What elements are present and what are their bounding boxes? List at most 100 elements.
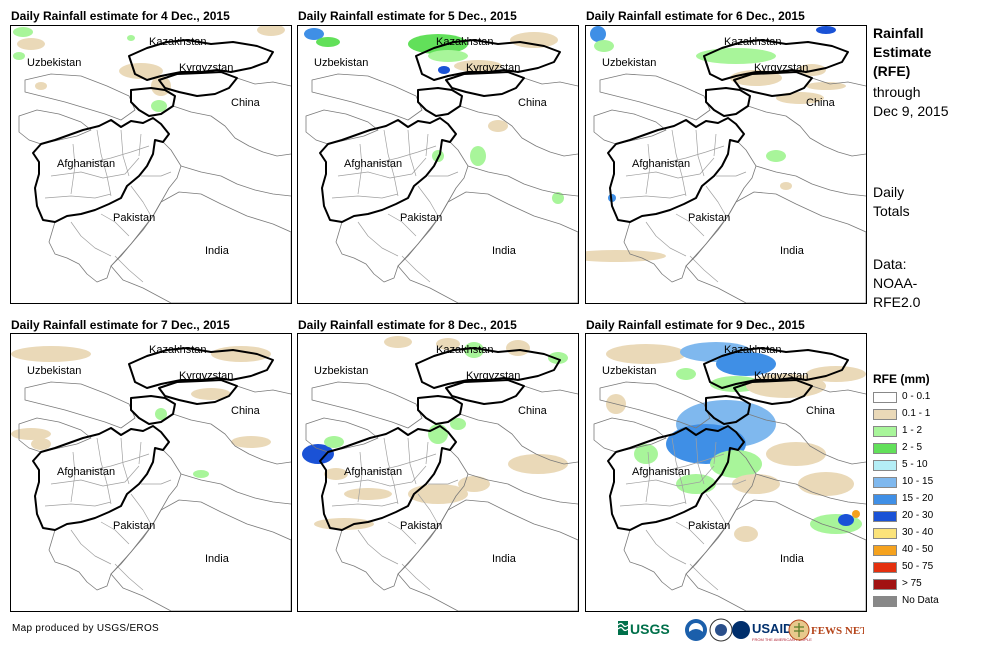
- india-border: [397, 499, 578, 611]
- rainfall-patch: [470, 146, 486, 166]
- afghanistan-border: [32, 117, 170, 223]
- place-label-india: India: [780, 245, 805, 257]
- province-borders: [44, 437, 172, 591]
- panel-title-3: Daily Rainfall estimate for 6 Dec., 2015: [586, 9, 805, 23]
- india-border: [397, 191, 578, 303]
- rainfall-patch: [806, 82, 846, 90]
- turkmenistan-border: [593, 109, 667, 145]
- place-label-kazakhstan: Kazakhstan: [724, 36, 781, 48]
- rainfall-patch: [11, 346, 91, 362]
- place-label-uzbekistan: Uzbekistan: [602, 57, 656, 69]
- tajikistan-border: [417, 87, 463, 117]
- uzbekistan-border: [24, 73, 136, 121]
- place-label-afghanistan: Afghanistan: [632, 466, 690, 478]
- place-label-pakistan: Pakistan: [688, 520, 730, 532]
- afghanistan-border: [319, 425, 457, 531]
- place-label-india: India: [492, 553, 517, 565]
- usaid-logo-text: USAID: [752, 621, 792, 636]
- place-label-india: India: [492, 245, 517, 257]
- side-through: through Dec 9, 2015: [873, 83, 949, 121]
- china-border: [747, 77, 866, 197]
- legend-swatch: [873, 579, 897, 590]
- rainfall-patch: [806, 366, 866, 382]
- place-label-afghanistan: Afghanistan: [344, 158, 402, 170]
- rainfall-patch: [590, 26, 606, 42]
- side-daily: Daily: [873, 184, 905, 200]
- place-label-uzbekistan: Uzbekistan: [27, 57, 81, 69]
- tajikistan-border: [417, 395, 463, 425]
- rainfall-patch: [454, 60, 502, 72]
- map-panel-6: Kazakhstan Uzbekistan Kyrgyzstan China Afgha…: [585, 333, 867, 612]
- usgs-logo: USGS: [617, 621, 670, 637]
- rainfall-patch: [316, 37, 340, 47]
- fewsnet-logo: FEWS NET: [788, 619, 868, 641]
- place-label-uzbekistan: Uzbekistan: [314, 365, 368, 377]
- rainfall-patch: [428, 50, 468, 62]
- legend-swatch: [873, 477, 897, 488]
- legend-label: 20 - 30: [902, 510, 934, 521]
- rainfall-patch: [510, 32, 558, 48]
- kyrgyzstan-border: [445, 379, 525, 405]
- place-label-uzbekistan: Uzbekistan: [27, 365, 81, 377]
- rainfall-patch: [676, 368, 696, 380]
- afghanistan-border: [319, 117, 457, 223]
- map-panel-5: Kazakhstan Uzbekistan Kyrgyzstan China Afgha…: [297, 333, 579, 612]
- place-label-china: China: [518, 405, 548, 417]
- rainfall-patch: [450, 418, 466, 430]
- fewsnet-logo-text: FEWS NET: [811, 625, 864, 637]
- place-label-china: China: [231, 405, 261, 417]
- kazakhstan-border: [128, 39, 274, 81]
- kazakhstan-border: [703, 39, 849, 81]
- noaa-logo: [685, 619, 707, 641]
- rainfall-patch: [734, 526, 758, 542]
- rainfall-patch: [302, 444, 334, 464]
- place-label-uzbekistan: Uzbekistan: [314, 57, 368, 69]
- legend-label: 30 - 40: [902, 527, 934, 538]
- place-label-china: China: [231, 97, 261, 109]
- rainfall-patch: [344, 488, 392, 500]
- legend-label: 0 - 0.1: [902, 391, 931, 402]
- province-borders: [619, 129, 747, 283]
- rainfall-patch: [231, 436, 271, 448]
- legend-swatch: [873, 528, 897, 539]
- rainfall-patch: [458, 476, 490, 492]
- rainfall-patch: [35, 82, 47, 90]
- turkmenistan-border: [18, 417, 92, 453]
- place-label-india: India: [780, 553, 805, 565]
- rainfall-patch: [766, 150, 786, 162]
- legend-label: 10 - 15: [902, 476, 934, 487]
- kyrgyzstan-border: [158, 379, 238, 405]
- rainfall-patch: [732, 474, 780, 494]
- rainfall-patch: [438, 66, 450, 74]
- rainfall-patch: [155, 408, 167, 420]
- rainfall-patch: [548, 352, 568, 364]
- rainfall-patch: [11, 428, 51, 440]
- rainfall-patch: [586, 250, 666, 262]
- turkmenistan-border: [593, 417, 667, 453]
- legend-swatch: [873, 545, 897, 556]
- rainfall-map: Kazakhstan Uzbekistan Kyrgyzstan China Afgha…: [13, 26, 291, 303]
- india-border: [110, 499, 291, 611]
- place-label-kyrgyzstan: Kyrgyzstan: [179, 370, 233, 382]
- place-label-china: China: [806, 405, 836, 417]
- china-border: [172, 385, 291, 505]
- uzbekistan-border: [311, 381, 423, 429]
- place-label-kazakhstan: Kazakhstan: [724, 344, 781, 356]
- legend-swatch: [873, 409, 897, 420]
- rainfall-patch: [488, 120, 508, 132]
- rainfall-patch: [324, 468, 348, 480]
- rainfall-patch: [766, 442, 826, 466]
- china-border: [459, 77, 578, 197]
- map-panel-2: Kazakhstan Uzbekistan Kyrgyzstan China Afgha…: [297, 25, 579, 304]
- rainfall-patch: [436, 338, 460, 350]
- uzbekistan-border: [24, 381, 136, 429]
- place-label-kazakhstan: Kazakhstan: [149, 344, 206, 356]
- place-label-uzbekistan: Uzbekistan: [602, 365, 656, 377]
- legend-swatch: [873, 494, 897, 505]
- china-border: [747, 385, 866, 505]
- china-border: [172, 77, 291, 197]
- side-title-line-2: Estimate: [873, 44, 932, 60]
- map-panel-4: Kazakhstan Uzbekistan Kyrgyzstan China Afgha…: [10, 333, 292, 612]
- rainfall-patch: [710, 450, 762, 478]
- place-label-pakistan: Pakistan: [688, 212, 730, 224]
